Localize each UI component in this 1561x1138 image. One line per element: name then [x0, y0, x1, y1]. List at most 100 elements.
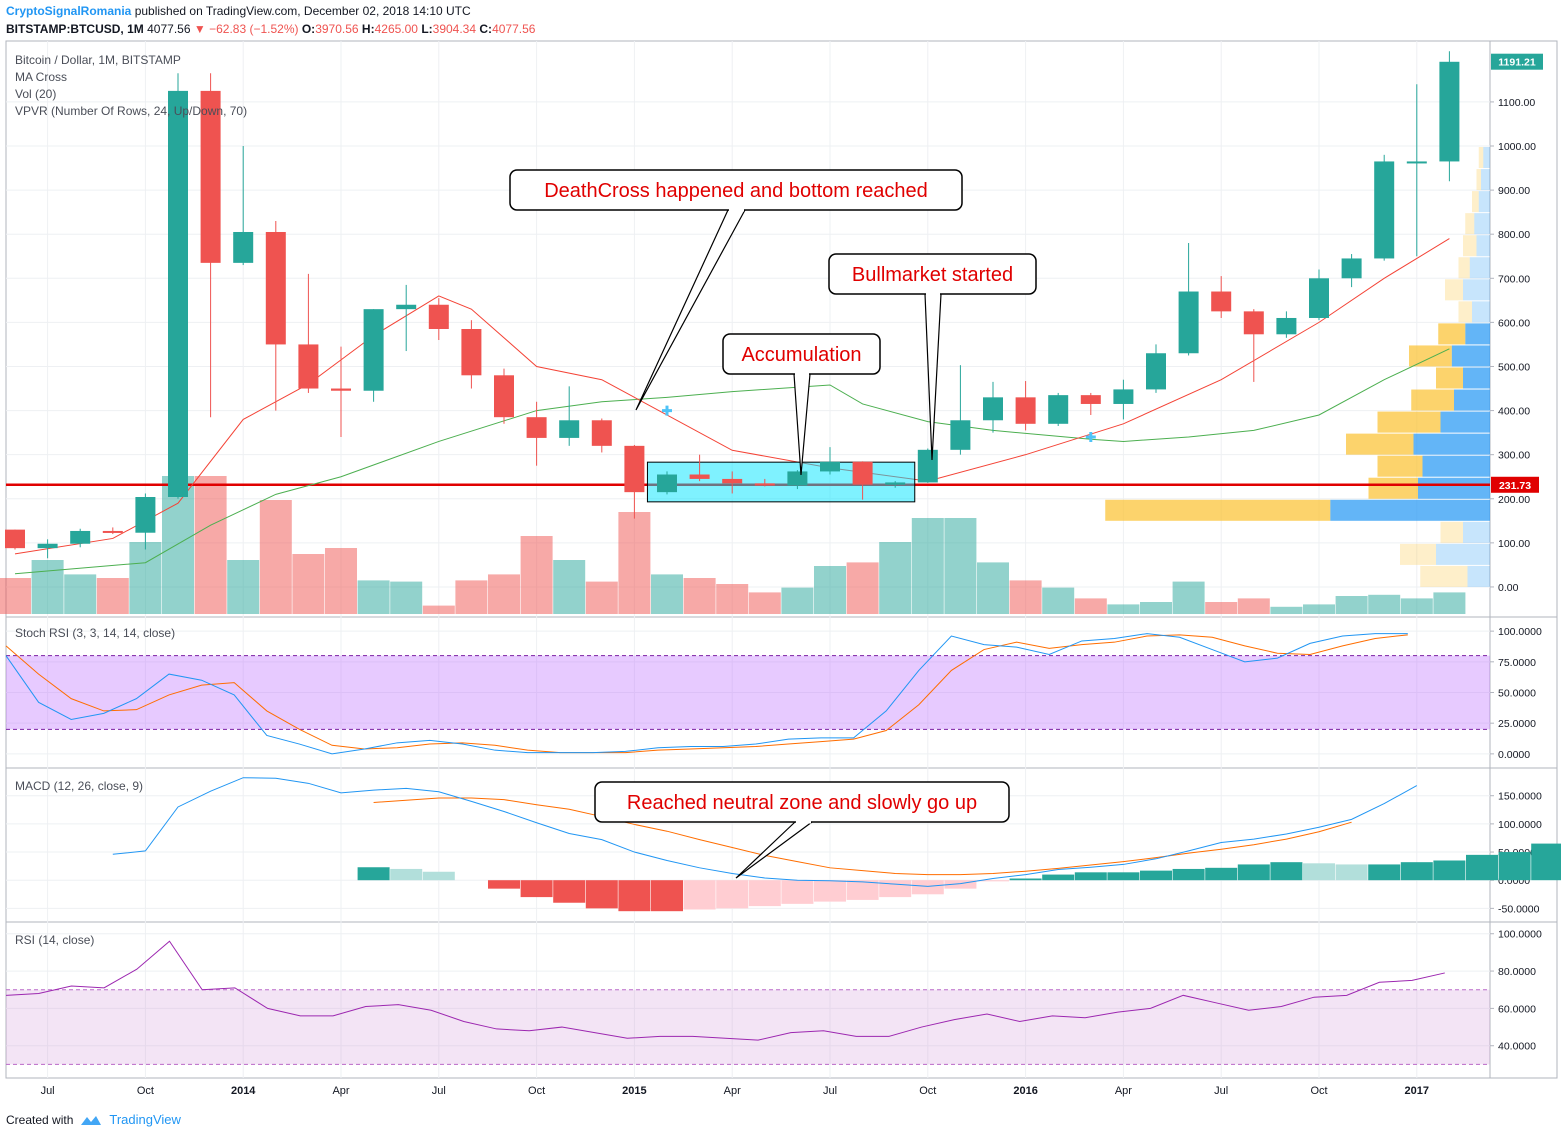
x-tick-label: Oct — [1310, 1085, 1327, 1097]
candle-body — [1113, 389, 1134, 404]
x-tick-label: 2016 — [1013, 1085, 1037, 1097]
created-with-label: Created with — [6, 1112, 74, 1127]
volume-bar — [1172, 581, 1205, 614]
candle-body — [657, 474, 677, 493]
bullmarket-callout-pointer — [924, 293, 942, 461]
vpvr-down-bar — [1400, 543, 1436, 565]
y-tick-label: 100.00 — [1498, 538, 1530, 550]
candle-body — [396, 304, 417, 310]
ma-cross-marker — [1085, 432, 1096, 443]
macd-histogram-bar — [1009, 878, 1042, 881]
x-tick-label: Jul — [432, 1085, 446, 1097]
candle-body — [885, 482, 906, 485]
candle-body — [331, 388, 351, 391]
vpvr-up-bar — [1440, 411, 1490, 433]
price-change: −62.83 (−1.52%) — [209, 22, 299, 36]
macd-histogram-bar — [1466, 854, 1498, 881]
volume-bar — [0, 578, 31, 614]
vpvr-down-bar — [1465, 213, 1475, 235]
x-tick-label: Oct — [137, 1085, 154, 1097]
ma-slow-line — [14, 348, 1450, 575]
last-price-label: 1191.21 — [1498, 57, 1536, 69]
y-tick-label: 0.00 — [1498, 582, 1519, 594]
x-tick-label: Oct — [919, 1085, 936, 1097]
volume-bar — [1368, 594, 1401, 614]
deathcross-callout-pointer — [635, 209, 746, 411]
volume-bar — [618, 512, 651, 614]
candle-body — [917, 449, 938, 483]
macd-title: MACD (12, 26, close, 9) — [15, 779, 143, 793]
y-tick-label: 0.0000 — [1498, 749, 1530, 761]
candle-body — [1341, 258, 1362, 279]
candle-body — [1048, 395, 1069, 424]
macd-histogram-bar — [618, 880, 651, 912]
vpvr-down-bar — [1436, 367, 1463, 389]
macd-histogram-bar — [1042, 874, 1075, 881]
macd-histogram-bar — [422, 871, 455, 881]
high-value: 4265.00 — [374, 22, 418, 36]
x-tick-label: Jul — [41, 1085, 55, 1097]
footer: Created with TradingView — [6, 1112, 181, 1127]
macd-histogram-bar — [553, 880, 586, 903]
volume-bar — [357, 580, 390, 614]
y-tick-label: 60.0000 — [1498, 1003, 1536, 1015]
accumulation-callout-pointer — [793, 373, 811, 476]
y-tick-label: 80.0000 — [1498, 966, 1536, 978]
macd-histogram-bar — [1172, 868, 1205, 881]
macd-histogram-bar — [1433, 860, 1466, 881]
vpvr-down-bar — [1463, 235, 1477, 257]
macd-histogram-bar — [488, 880, 520, 889]
macd-histogram-bar — [748, 880, 781, 907]
candle-body — [1178, 291, 1199, 354]
vpvr-down-bar — [1458, 257, 1470, 279]
macd-signal-line — [373, 797, 1352, 876]
volume-bar — [227, 560, 260, 614]
macd-histogram-bar — [911, 880, 944, 895]
volume-bar — [1335, 596, 1368, 614]
candle-body — [1243, 311, 1264, 335]
candle-body — [1080, 395, 1101, 404]
macd-histogram-bar — [846, 880, 879, 900]
vpvr-down-bar — [1458, 301, 1472, 323]
macd-histogram-bar — [651, 880, 683, 912]
tradingview-link[interactable]: TradingView — [109, 1112, 181, 1127]
candle-body — [1146, 353, 1166, 390]
low-label: L: — [421, 22, 433, 36]
author-link[interactable]: CryptoSignalRomania — [6, 4, 132, 18]
candle-body — [820, 461, 840, 472]
volume-bar — [1433, 592, 1466, 614]
candle-body — [526, 417, 547, 438]
volume-bar — [553, 560, 586, 614]
macd-histogram-bar — [716, 880, 749, 909]
vpvr-down-bar — [1476, 169, 1481, 191]
high-label: H: — [361, 22, 375, 36]
volume-bar — [879, 542, 912, 614]
macd-line — [112, 777, 1418, 887]
y-tick-label: 1000.00 — [1498, 141, 1536, 153]
vpvr-down-bar — [1411, 389, 1454, 411]
close-value: 4077.56 — [492, 22, 536, 36]
volume-bar — [585, 581, 618, 614]
vpvr-up-bar — [1478, 191, 1490, 213]
last-price-tag — [1491, 53, 1543, 70]
y-tick-label: 75.0000 — [1498, 657, 1536, 669]
volume-bar — [96, 578, 129, 614]
vpvr-up-bar — [1454, 389, 1490, 411]
vpvr-down-bar — [1105, 499, 1331, 521]
x-tick-label: Jul — [1214, 1085, 1228, 1097]
volume-bar — [162, 476, 194, 614]
ma-fast-line — [14, 238, 1450, 555]
volume-bar — [455, 580, 488, 614]
rsi-band — [6, 989, 1490, 1065]
candle-body — [624, 445, 645, 493]
macd-histogram-bar — [1335, 864, 1368, 881]
macd-note-callout-text: Reached neutral zone and slowly go up — [627, 792, 977, 814]
x-tick-label: 2014 — [231, 1085, 256, 1097]
x-tick-label: Oct — [528, 1085, 545, 1097]
macd-histogram-bar — [1303, 863, 1335, 881]
stoch-k-line — [5, 633, 1408, 755]
vpvr-up-bar — [1465, 323, 1490, 345]
macd-histogram-bar — [1237, 864, 1270, 881]
vpvr-up-bar — [1476, 235, 1490, 257]
